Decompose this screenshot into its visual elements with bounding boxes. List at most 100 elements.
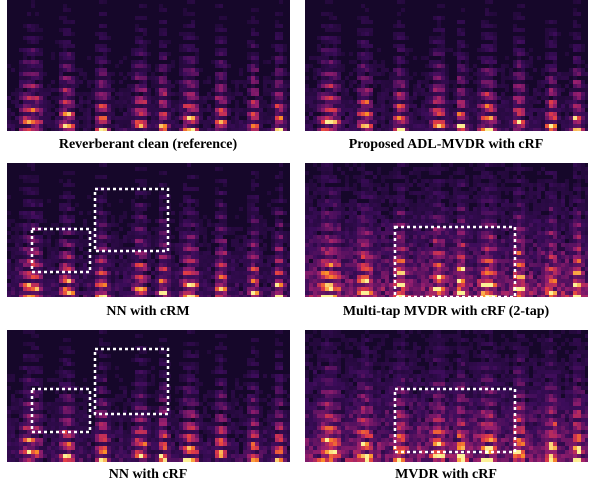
spectrogram-cell bbox=[349, 52, 353, 56]
spectrogram-cell bbox=[485, 60, 489, 64]
spectrogram-cell bbox=[329, 223, 333, 227]
spectrogram-cell bbox=[405, 199, 409, 203]
spectrogram-cell bbox=[425, 179, 429, 183]
spectrogram-cell bbox=[545, 124, 549, 128]
spectrogram-cell bbox=[421, 120, 425, 124]
spectrogram-cell bbox=[71, 52, 75, 56]
spectrogram-cell bbox=[39, 247, 43, 251]
spectrogram-cell bbox=[27, 12, 31, 16]
spectrogram-cell bbox=[337, 239, 341, 243]
spectrogram-cell bbox=[369, 92, 373, 96]
spectrogram-cell bbox=[493, 56, 497, 60]
spectrogram-cell bbox=[183, 295, 187, 297]
spectrogram-cell bbox=[333, 179, 337, 183]
spectrogram-cell bbox=[27, 92, 31, 96]
spectrogram-cell bbox=[263, 271, 267, 275]
spectrogram-cell bbox=[127, 263, 131, 267]
spectrogram-cell bbox=[553, 108, 557, 112]
spectrogram-cell bbox=[223, 52, 227, 56]
spectrogram-cell bbox=[247, 283, 251, 287]
spectrogram-cell bbox=[23, 279, 27, 283]
spectrogram-cell bbox=[441, 64, 445, 68]
spectrogram-cell bbox=[243, 112, 247, 116]
spectrogram-cell bbox=[465, 128, 469, 131]
spectrogram-cell bbox=[437, 167, 441, 171]
spectrogram-cell bbox=[325, 128, 329, 131]
spectrogram-cell bbox=[283, 88, 287, 92]
spectrogram-cell bbox=[485, 48, 489, 52]
spectrogram-cell bbox=[565, 116, 569, 120]
spectrogram-cell bbox=[397, 68, 401, 72]
spectrogram-cell bbox=[381, 235, 385, 239]
spectrogram-cell bbox=[329, 36, 333, 40]
spectrogram-cell bbox=[23, 223, 27, 227]
spectrogram-cell bbox=[333, 231, 337, 235]
spectrogram-cell bbox=[107, 263, 111, 267]
spectrogram-cell bbox=[223, 64, 227, 68]
spectrogram-cell bbox=[493, 120, 497, 124]
spectrogram-cell bbox=[71, 291, 75, 295]
spectrogram-cell bbox=[143, 72, 147, 76]
spectrogram-cell bbox=[19, 247, 23, 251]
spectrogram-cell bbox=[305, 195, 309, 199]
spectrogram-cell bbox=[95, 267, 99, 271]
spectrogram-cell bbox=[337, 259, 341, 263]
spectrogram-cell bbox=[461, 124, 465, 128]
spectrogram-cell bbox=[517, 88, 521, 92]
spectrogram-cell bbox=[505, 96, 509, 100]
spectrogram-cell bbox=[425, 203, 429, 207]
spectrogram-cell bbox=[235, 259, 239, 263]
spectrogram-cell bbox=[223, 291, 227, 295]
spectrogram-cell bbox=[287, 287, 290, 291]
spectrogram-cell bbox=[271, 92, 275, 96]
spectrogram-cell bbox=[219, 275, 223, 279]
spectrogram-cell bbox=[581, 108, 585, 112]
spectrogram-cell bbox=[147, 255, 151, 259]
spectrogram-cell bbox=[549, 92, 553, 96]
spectrogram-cell bbox=[437, 191, 441, 195]
spectrogram-cell bbox=[429, 219, 433, 223]
spectrogram-cell bbox=[139, 28, 143, 32]
spectrogram-cell bbox=[259, 219, 263, 223]
spectrogram-cell bbox=[341, 219, 345, 223]
spectrogram-cell bbox=[167, 84, 171, 88]
spectrogram-cell bbox=[247, 20, 251, 24]
spectrogram-cell bbox=[139, 128, 143, 131]
spectrogram-cell bbox=[309, 187, 313, 191]
spectrogram-cell bbox=[365, 215, 369, 219]
spectrogram-cell bbox=[131, 68, 135, 72]
spectrogram-cell bbox=[309, 211, 313, 215]
spectrogram-cell bbox=[413, 120, 417, 124]
spectrogram-cell bbox=[445, 64, 449, 68]
spectrogram-cell bbox=[413, 283, 417, 287]
spectrogram-cell bbox=[357, 72, 361, 76]
spectrogram-cell bbox=[135, 128, 139, 131]
spectrogram-cell bbox=[271, 275, 275, 279]
spectrogram-cell bbox=[577, 60, 581, 64]
spectrogram-cell bbox=[333, 44, 337, 48]
spectrogram-cell bbox=[353, 187, 357, 191]
spectrogram-cell bbox=[183, 211, 187, 215]
spectrogram-cell bbox=[19, 88, 23, 92]
spectrogram-cell bbox=[381, 104, 385, 108]
spectrogram-cell bbox=[99, 100, 103, 104]
spectrogram-cell bbox=[405, 251, 409, 255]
spectrogram-cell bbox=[83, 239, 87, 243]
spectrogram-cell bbox=[243, 271, 247, 275]
spectrogram-cell bbox=[51, 287, 55, 291]
spectrogram-cell bbox=[309, 275, 313, 279]
spectrogram-cell bbox=[405, 179, 409, 183]
spectrogram-cell bbox=[107, 108, 111, 112]
spectrogram-cell bbox=[191, 175, 195, 179]
spectrogram-cell bbox=[485, 20, 489, 24]
spectrogram-cell bbox=[317, 100, 321, 104]
spectrogram-cell bbox=[433, 235, 437, 239]
spectrogram-cell bbox=[373, 112, 377, 116]
spectrogram-cell bbox=[15, 100, 19, 104]
spectrogram-cell bbox=[43, 295, 47, 297]
spectrogram-cell bbox=[349, 239, 353, 243]
spectrogram-cell bbox=[333, 187, 337, 191]
spectrogram-cell bbox=[103, 84, 107, 88]
spectrogram-cell bbox=[373, 207, 377, 211]
spectrogram-cell bbox=[541, 84, 545, 88]
